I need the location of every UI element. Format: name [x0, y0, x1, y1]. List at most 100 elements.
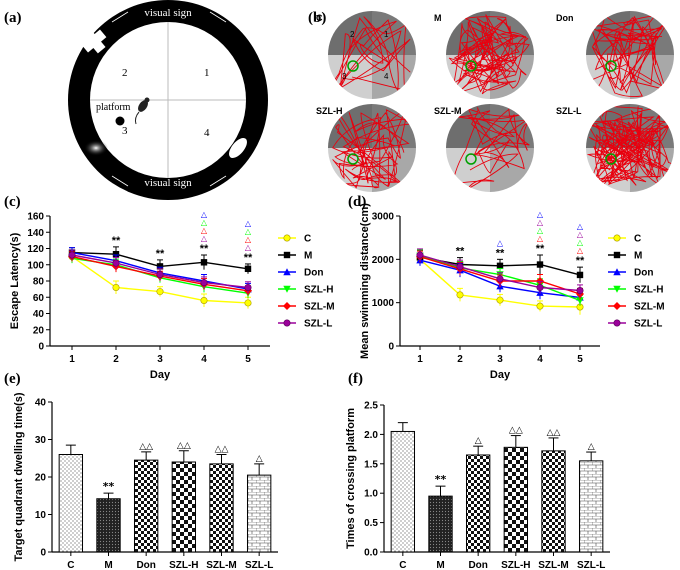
y-tick-label: 2.5 [364, 401, 378, 412]
marker-don [283, 268, 291, 276]
track-label: SZL-H [316, 106, 343, 116]
x-tick-label: SZL-M [538, 560, 569, 570]
marker-szl-l [156, 270, 164, 278]
swim-path [452, 107, 530, 192]
quadrant-fill-4 [372, 55, 416, 99]
x-tick-label: 5 [245, 354, 251, 365]
quadrant-3-label: 3 [122, 125, 128, 137]
marker-szl-l [68, 251, 76, 259]
marker-c [112, 283, 120, 291]
track-label: SZL-M [434, 106, 462, 116]
visual-glow-icon [84, 140, 108, 156]
panel-label-a: (a) [4, 10, 22, 26]
bar-szl-m [541, 450, 566, 553]
x-tick-label: 2 [457, 354, 463, 365]
series-szl-l [68, 249, 252, 294]
y-tick-label: 140 [27, 228, 44, 239]
significance-mark: △△ [139, 442, 153, 452]
marker-m [536, 261, 544, 268]
marker-szl-m [613, 302, 621, 310]
marker-szl-l [200, 279, 208, 287]
track-arena [586, 11, 674, 99]
x-tick-label: 1 [417, 354, 423, 365]
bar-m [96, 498, 121, 553]
marker-szl-h [283, 285, 291, 293]
panel-label-c: (c) [4, 194, 21, 210]
marker-c [613, 234, 621, 242]
platform-ring-icon [605, 153, 617, 165]
track-cell-c: C 1 2 3 4 [316, 11, 416, 99]
triangle-mark: △ [577, 238, 584, 247]
y-tick-label: 0 [40, 548, 46, 559]
y-axis-title: Times of crossing platform [345, 408, 357, 549]
track-cell-m: M [434, 11, 534, 99]
y-tick-label: 3000 [372, 212, 395, 223]
marker-don [613, 268, 621, 276]
legend-label: SZL-H [634, 285, 663, 296]
significance-mark: ** [244, 252, 253, 264]
x-tick-label: M [104, 560, 112, 570]
x-tick-label: C [399, 560, 406, 570]
quadrant-4-label: 4 [204, 127, 210, 139]
platform-ring-icon [347, 153, 359, 165]
legend-label: C [304, 234, 311, 245]
panel-label-b: (b) [308, 10, 326, 26]
x-tick-label: SZL-H [501, 560, 530, 570]
platform-icon [115, 116, 125, 126]
significance-mark: ** [112, 235, 121, 247]
significance-mark: ** [156, 248, 165, 260]
legend-label: C [634, 234, 641, 245]
significance-mark: ** [200, 243, 209, 255]
quadrant-1-label: 1 [204, 67, 210, 79]
quadrant-2-label: 2 [122, 67, 128, 79]
triangle-mark: △ [245, 219, 252, 228]
y-axis-title: Mean swimming distance(cm) [359, 203, 371, 359]
x-tick-label: Don [136, 560, 155, 570]
bar-m [428, 495, 453, 553]
track-quadrant-3: 3 [342, 72, 347, 81]
track-quadrant-2: 2 [350, 30, 355, 39]
y-tick-label: 120 [27, 244, 44, 255]
marker-szl-l [496, 275, 504, 283]
y-tick-label: 160 [27, 212, 44, 223]
track-label: C [316, 13, 323, 23]
marker-m [496, 262, 504, 270]
significance-mark: ** [576, 255, 585, 267]
x-axis-title: Day [490, 369, 511, 381]
platform-ring-icon [465, 60, 477, 72]
x-axis-title: Day [150, 369, 171, 381]
chart-swimming-distance: 0 1000 2000 3000 1 2 3 4 5 Day Mean swimming dista… [359, 203, 665, 381]
marker-m [613, 251, 621, 259]
marker-szl-l [536, 283, 544, 291]
triangle-mark: △ [245, 227, 252, 236]
y-tick-label: 60 [33, 293, 45, 304]
platform-ring-icon [605, 60, 617, 72]
y-tick-label: 30 [35, 435, 47, 446]
platform-label: platform [96, 102, 131, 113]
triangle-mark: △ [497, 238, 504, 247]
triangle-mark: △ [245, 235, 252, 244]
series-szl-l [416, 248, 584, 297]
triangle-mark: △ [201, 218, 208, 227]
marker-c [536, 302, 544, 310]
chart-crossing-platform: 0.0 0.5 1.0 1.5 2.0 2.5 Times of crossing plat… [345, 401, 610, 570]
y-tick-label: 0 [38, 342, 44, 353]
track-label: M [434, 13, 442, 23]
marker-m [283, 251, 291, 259]
triangle-mark: △ [577, 230, 584, 239]
legend-label: SZL-L [304, 319, 332, 330]
bar-c [58, 454, 84, 553]
bar-szl-l [246, 474, 272, 553]
significance-mark: △ [475, 436, 482, 446]
significance-mark: △△ [215, 445, 229, 455]
arrow-top-left-icon [111, 11, 129, 23]
x-tick-label: 4 [537, 354, 543, 365]
marker-szl-m [283, 302, 291, 310]
x-tick-label: 2 [113, 354, 119, 365]
track-quadrant-1: 1 [384, 30, 389, 39]
marker-c [200, 296, 208, 304]
legend-label: SZL-M [634, 302, 665, 313]
arrow-bottom-right-icon [209, 175, 227, 187]
significance-mark: △△ [177, 441, 191, 451]
platform-ring-icon [347, 60, 359, 72]
